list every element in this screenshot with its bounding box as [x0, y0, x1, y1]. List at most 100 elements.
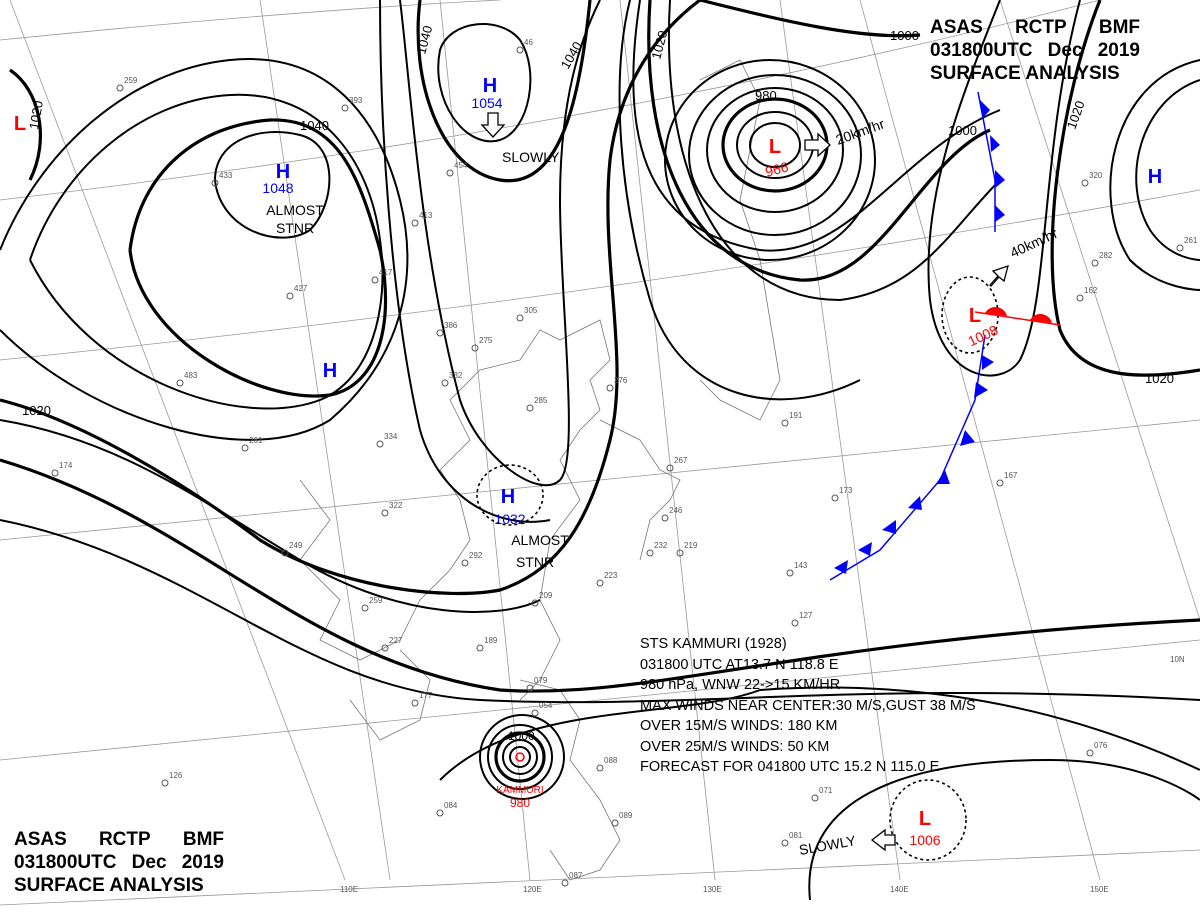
isobar-label: 1020 — [1145, 371, 1174, 386]
station-marker — [281, 549, 289, 557]
low-marker: L — [969, 305, 981, 327]
station-marker — [666, 464, 674, 472]
typhoon-icon — [515, 752, 525, 762]
station-pressure: 413 — [419, 211, 433, 220]
high-marker: H — [276, 161, 290, 183]
station-marker — [611, 819, 619, 827]
station-pressure: 071 — [819, 786, 833, 795]
station-marker — [1076, 294, 1084, 302]
storm-info-line: 031800 UTC AT13.7 N 118.8 E — [640, 656, 839, 673]
note-text: ALMOST — [266, 202, 324, 218]
isobar-label: 1000 — [508, 729, 535, 743]
station-pressure: 076 — [1094, 741, 1108, 750]
low-value: 966 — [763, 158, 790, 180]
station-marker — [241, 444, 249, 452]
station-pressure: 209 — [539, 591, 553, 600]
station-marker — [791, 619, 799, 627]
station-pressure: 261 — [1184, 236, 1198, 245]
station-marker — [646, 549, 654, 557]
station-pressure: 088 — [604, 756, 618, 765]
station-marker — [831, 494, 839, 502]
station-marker — [436, 329, 444, 337]
station-pressure: 275 — [479, 336, 493, 345]
dashed-isobar — [889, 779, 967, 861]
station-pressure: 143 — [794, 561, 808, 570]
station-pressure: 417 — [379, 268, 393, 277]
station-pressure: 227 — [389, 636, 403, 645]
station-marker — [441, 379, 449, 387]
storm-info-line: 980 hPa, WNW 22->15 KM/HR — [640, 677, 841, 693]
station-marker — [381, 509, 389, 517]
station-pressure: 261 — [249, 436, 263, 445]
svg-text:130E: 130E — [703, 885, 722, 894]
station-pressure: 084 — [444, 801, 458, 810]
station-marker — [446, 169, 454, 177]
station-plots: 259 393 433 413 417 427 483 275 386 332 305 285 334 2… — [51, 38, 1198, 887]
station-marker — [371, 276, 379, 284]
station-marker — [596, 764, 604, 772]
station-pressure: 386 — [444, 321, 458, 330]
station-pressure: 282 — [1099, 251, 1113, 260]
station-pressure: 177 — [419, 691, 433, 700]
isobar-label: 1020 — [26, 99, 46, 130]
station-marker — [411, 219, 419, 227]
station-pressure: 219 — [684, 541, 698, 550]
svg-text:10N: 10N — [1170, 655, 1185, 664]
isobar-label: 1000 — [890, 28, 919, 43]
station-marker — [476, 644, 484, 652]
station-pressure: 087 — [569, 871, 583, 880]
station-pressure: 079 — [534, 676, 548, 685]
high-marker: H — [483, 75, 497, 97]
station-marker — [661, 514, 669, 522]
station-pressure: 334 — [384, 432, 398, 441]
isobar-label: 1020 — [1064, 99, 1088, 131]
typhoon-name: KAMMURI — [496, 785, 543, 796]
cold-front — [829, 91, 1005, 581]
dashed-isobar — [476, 464, 544, 526]
note-text: ALMOST — [511, 532, 569, 548]
station-pressure: 427 — [294, 284, 308, 293]
svg-text:110E: 110E — [340, 885, 358, 894]
station-pressure: 267 — [674, 456, 688, 465]
station-pressure: 276 — [614, 376, 628, 385]
high-value: 1032 — [494, 511, 525, 527]
header-bottom: ASAS RCTP BMF 031800UTC Dec 2019 SURFACE ANALY… — [14, 829, 224, 896]
station-marker — [526, 404, 534, 412]
high-value: 1048 — [262, 180, 293, 196]
station-marker — [376, 440, 384, 448]
station-pressure: 259 — [124, 76, 138, 85]
station-pressure: 173 — [839, 486, 853, 495]
station-pressure: 332 — [449, 371, 463, 380]
station-marker — [1176, 244, 1184, 252]
station-pressure: 081 — [789, 831, 803, 840]
station-marker — [286, 292, 294, 300]
isobar-label: 1020 — [648, 29, 670, 61]
header-top: ASAS RCTP BMF 031800UTC Dec 2019 SURFACE ANALY… — [930, 17, 1140, 84]
motion-arrows — [480, 112, 1009, 852]
station-marker — [596, 579, 604, 587]
typhoon-isobars — [479, 714, 565, 800]
svg-text:120E: 120E — [523, 885, 542, 894]
station-pressure: 292 — [469, 551, 483, 560]
station-marker — [516, 46, 524, 54]
station-pressure: 167 — [1004, 471, 1018, 480]
storm-info-line: STS KAMMURI (1928) — [640, 636, 787, 652]
station-marker — [116, 84, 124, 92]
station-marker — [411, 699, 419, 707]
storm-info: STS KAMMURI (1928) 031800 UTC AT13.7 N 11… — [640, 634, 976, 778]
station-marker — [1091, 259, 1099, 267]
isobar-label: 1000 — [948, 123, 977, 138]
storm-info-line: FORECAST FOR 041800 UTC 15.2 N 115.0 E — [640, 759, 940, 775]
low-marker: L — [14, 113, 26, 135]
isobar-label: 1020 — [22, 403, 51, 418]
low-marker: L — [919, 808, 931, 830]
station-pressure: 054 — [539, 701, 553, 710]
station-pressure: 320 — [1089, 171, 1103, 180]
station-marker — [676, 549, 684, 557]
station-marker — [211, 179, 219, 187]
station-marker — [561, 879, 569, 887]
station-marker — [1086, 749, 1094, 757]
storm-info-line: MAX WINDS NEAR CENTER:30 M/S,GUST 38 M/S — [640, 697, 976, 714]
